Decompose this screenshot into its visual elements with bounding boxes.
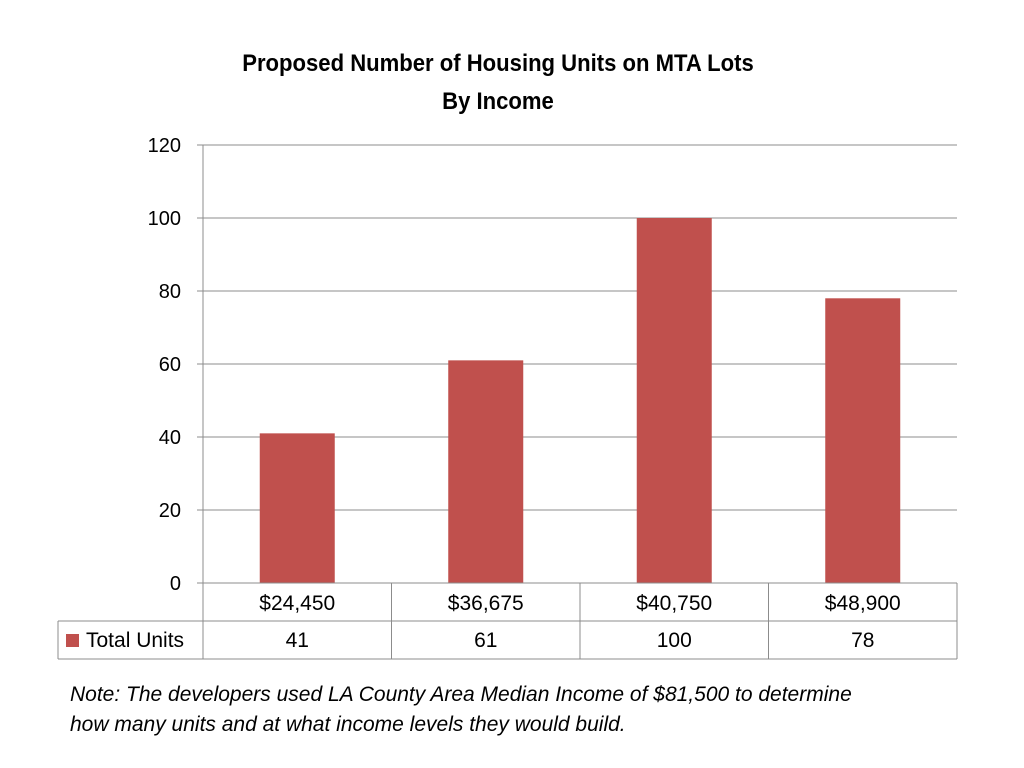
y-tick-label: 20 — [159, 500, 181, 522]
legend-swatch — [66, 634, 79, 647]
bar — [636, 218, 712, 583]
note-line-2: how many units and at what income levels… — [70, 713, 626, 736]
x-tick-label: $40,750 — [636, 592, 712, 615]
bar — [259, 433, 335, 583]
y-tick-label: 120 — [148, 135, 181, 157]
data-label: 61 — [474, 629, 497, 652]
legend-label: Total Units — [86, 629, 184, 652]
x-tick-label: $36,675 — [448, 592, 524, 615]
chart-subtitle: By Income — [442, 88, 554, 115]
y-tick-label: 80 — [159, 281, 181, 303]
y-tick-label: 0 — [170, 573, 181, 595]
data-label: 78 — [851, 629, 874, 652]
chart-title: Proposed Number of Housing Units on MTA … — [242, 50, 754, 77]
data-label: 100 — [657, 629, 692, 652]
note-line-1: Note: The developers used LA County Area… — [70, 683, 852, 706]
x-tick-label: $24,450 — [259, 592, 335, 615]
bar-chart: 0 20 40 60 80 100 120 $24,450 $36,675 $40,750 $48,… — [57, 135, 958, 660]
bar — [825, 298, 901, 583]
y-tick-label: 60 — [159, 354, 181, 376]
bar — [448, 360, 524, 583]
data-label: 41 — [286, 629, 309, 652]
y-tick-label: 40 — [159, 427, 181, 449]
y-tick-label: 100 — [148, 208, 181, 230]
x-tick-label: $48,900 — [825, 592, 901, 615]
